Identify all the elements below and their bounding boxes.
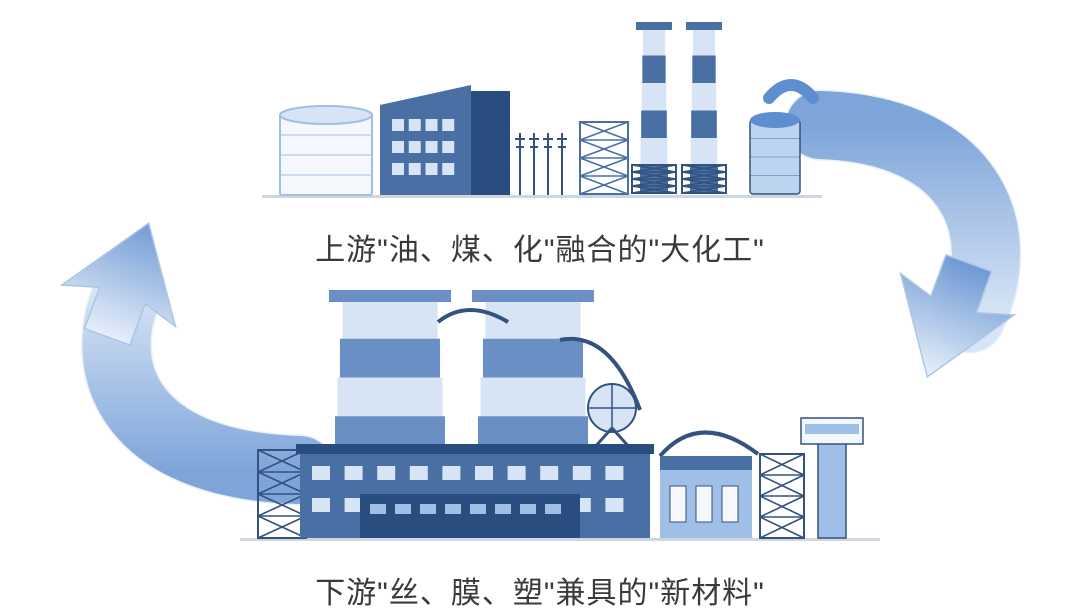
infographic-stage: 上游"油、煤、化"融合的"大化工" 下游"丝、膜、塑"兼具的"新材料" bbox=[0, 0, 1080, 608]
diagram-svg bbox=[0, 0, 1080, 608]
downstream-caption: 下游"丝、膜、塑"兼具的"新材料" bbox=[0, 568, 1080, 612]
lattice-tower bbox=[682, 165, 726, 193]
lattice-tower bbox=[760, 454, 804, 538]
lattice-tower bbox=[580, 122, 628, 194]
upstream-plant bbox=[262, 22, 822, 198]
lattice-tower bbox=[632, 165, 676, 193]
cooling-tower bbox=[474, 294, 592, 456]
downstream-plant bbox=[240, 290, 880, 541]
cooling-tower bbox=[331, 294, 449, 456]
upstream-caption: 上游"油、煤、化"融合的"大化工" bbox=[0, 225, 1080, 269]
